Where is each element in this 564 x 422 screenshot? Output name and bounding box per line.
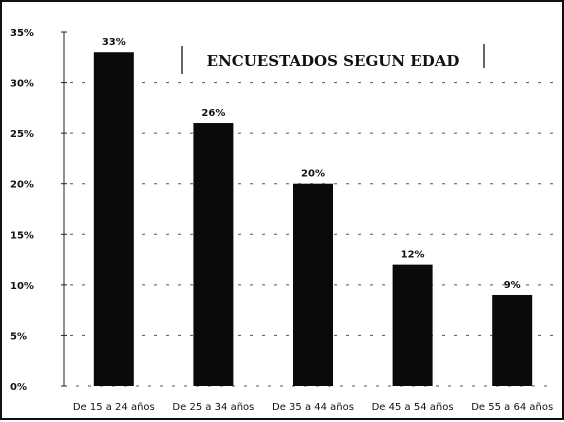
bar xyxy=(93,52,134,386)
bar xyxy=(492,294,533,386)
bar xyxy=(193,123,234,387)
y-tick-label: 15% xyxy=(10,230,34,241)
bar-value-label: 12% xyxy=(401,250,425,261)
data-labels: 33% 26% 20% 12% 9% xyxy=(102,37,521,291)
category-label: De 55 a 64 años xyxy=(471,402,553,413)
bar-value-label: 9% xyxy=(504,280,521,291)
y-tick-label: 35% xyxy=(10,28,34,39)
y-tick-label: 5% xyxy=(10,331,27,342)
chart-title: ENCUESTADOS SEGUN EDAD xyxy=(207,52,460,70)
bar-value-label: 26% xyxy=(201,108,225,119)
y-tick-label: 30% xyxy=(10,79,34,90)
y-axis: 0% 5% 10% 15% 20% 25% 30% 35% xyxy=(10,28,554,393)
y-tick-label: 0% xyxy=(10,382,27,393)
y-tick-label: 20% xyxy=(10,180,34,191)
bars xyxy=(93,52,533,387)
chart-title-group: ENCUESTADOS SEGUN EDAD xyxy=(181,44,485,74)
bar-value-label: 20% xyxy=(301,169,325,180)
category-label: De 35 a 44 años xyxy=(272,402,354,413)
bar xyxy=(392,264,433,386)
category-label: De 25 a 34 años xyxy=(172,402,254,413)
category-labels: De 15 a 24 años De 25 a 34 años De 35 a 44… xyxy=(73,402,553,413)
y-tick-label: 10% xyxy=(10,281,34,292)
y-tick-label: 25% xyxy=(10,129,34,140)
category-label: De 15 a 24 años xyxy=(73,402,155,413)
category-label: De 45 a 54 años xyxy=(372,402,454,413)
bar-value-label: 33% xyxy=(102,37,126,48)
bar xyxy=(293,183,333,386)
